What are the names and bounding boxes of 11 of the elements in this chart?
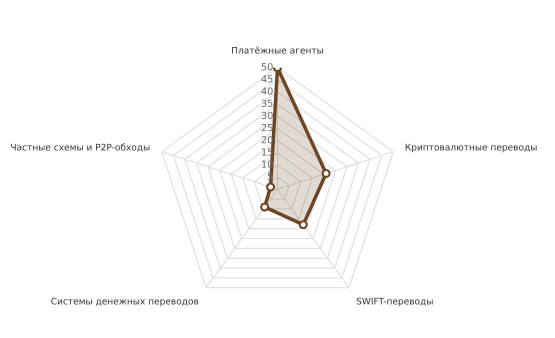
spoke-label: Криптовалютные переводы: [406, 144, 537, 152]
spoke-label: Платёжные агенты: [232, 46, 323, 54]
y-tick-label: 50: [262, 63, 273, 70]
y-tick-label: 35: [262, 100, 272, 107]
spoke-label: Системы денежных переводов: [51, 298, 198, 306]
y-tick-label: 25: [262, 124, 272, 132]
spoke-label: Частные схемы и P2P-обходы: [11, 143, 150, 152]
y-tick-label: 40: [261, 87, 273, 95]
y-tick-label: 45: [261, 75, 272, 83]
y-tick-label: 30: [262, 112, 273, 120]
spoke-label: SWIFT-переводы: [356, 298, 433, 306]
